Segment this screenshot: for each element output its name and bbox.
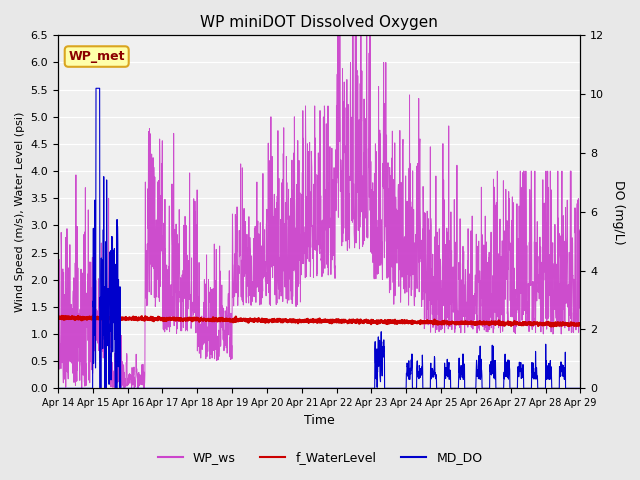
Y-axis label: DO (mg/L): DO (mg/L) xyxy=(612,180,625,244)
Text: WP_met: WP_met xyxy=(68,50,125,63)
Y-axis label: Wind Speed (m/s), Water Level (psi): Wind Speed (m/s), Water Level (psi) xyxy=(15,112,25,312)
X-axis label: Time: Time xyxy=(304,414,335,427)
Legend: WP_ws, f_WaterLevel, MD_DO: WP_ws, f_WaterLevel, MD_DO xyxy=(152,446,488,469)
Title: WP miniDOT Dissolved Oxygen: WP miniDOT Dissolved Oxygen xyxy=(200,15,438,30)
